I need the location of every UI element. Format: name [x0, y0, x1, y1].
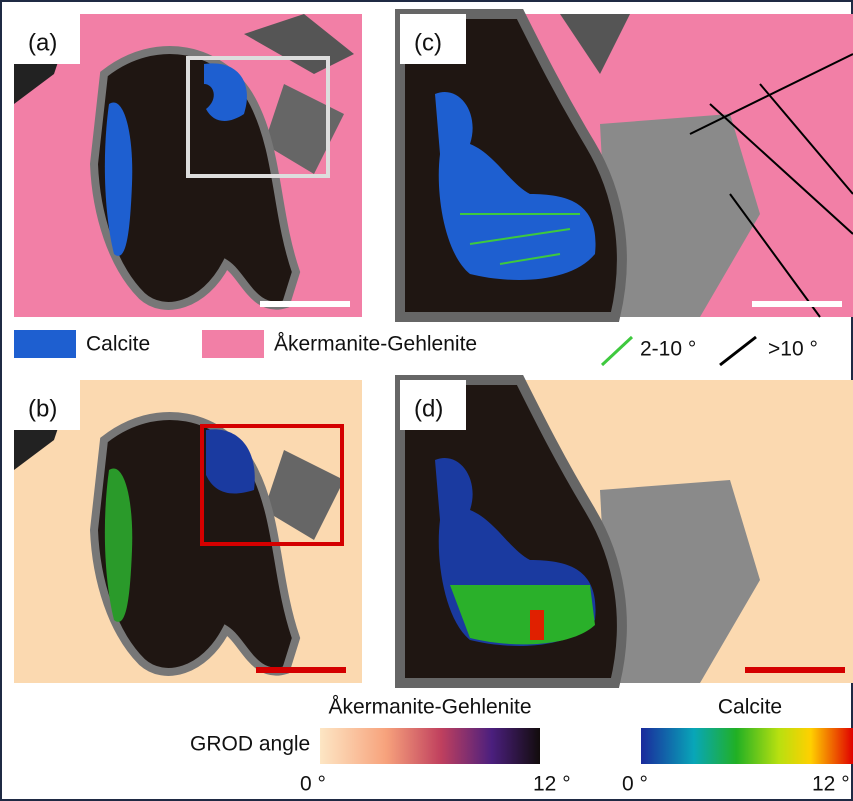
calcite-strained: [450, 585, 595, 644]
panel-label: (a): [28, 29, 57, 56]
colorbar-title: GROD angle: [190, 733, 310, 756]
legend-label: Calcite: [86, 333, 150, 356]
panel-label: (c): [414, 29, 442, 56]
scale-bar: [256, 667, 346, 673]
legend-label: 2-10 °: [640, 338, 696, 361]
calcite-strained: [530, 610, 544, 640]
scale-bar: [260, 301, 350, 307]
colorbar-max: 12 °: [533, 773, 571, 796]
colorbar: [320, 728, 540, 764]
panel-c: (c): [400, 14, 853, 317]
scale-bar: [745, 667, 845, 673]
legend-swatch: [202, 330, 264, 358]
legend-label: >10 °: [768, 338, 818, 361]
legend-line: [720, 337, 756, 365]
colorbar-min: 0 °: [622, 773, 648, 796]
colorbar-max: 12 °: [812, 773, 850, 796]
panel-label: (d): [414, 395, 443, 422]
panel-a: (a): [14, 14, 362, 317]
panel-b: (b): [14, 380, 362, 683]
colorbar-min: 0 °: [300, 773, 326, 796]
panel-label: (b): [28, 395, 57, 422]
legend-swatch: [14, 330, 76, 358]
scale-bar: [752, 301, 842, 307]
legend-label: Åkermanite-Gehlenite: [274, 333, 477, 356]
panel-d: (d): [400, 380, 853, 683]
colorbar-name: Åkermanite-Gehlenite: [328, 696, 531, 719]
colorbar: [641, 728, 853, 764]
legend-line: [602, 337, 632, 365]
figure: (a) (c) Calcite Åkermanite-Gehlenite 2-1…: [0, 0, 853, 801]
colorbar-name: Calcite: [718, 696, 782, 719]
